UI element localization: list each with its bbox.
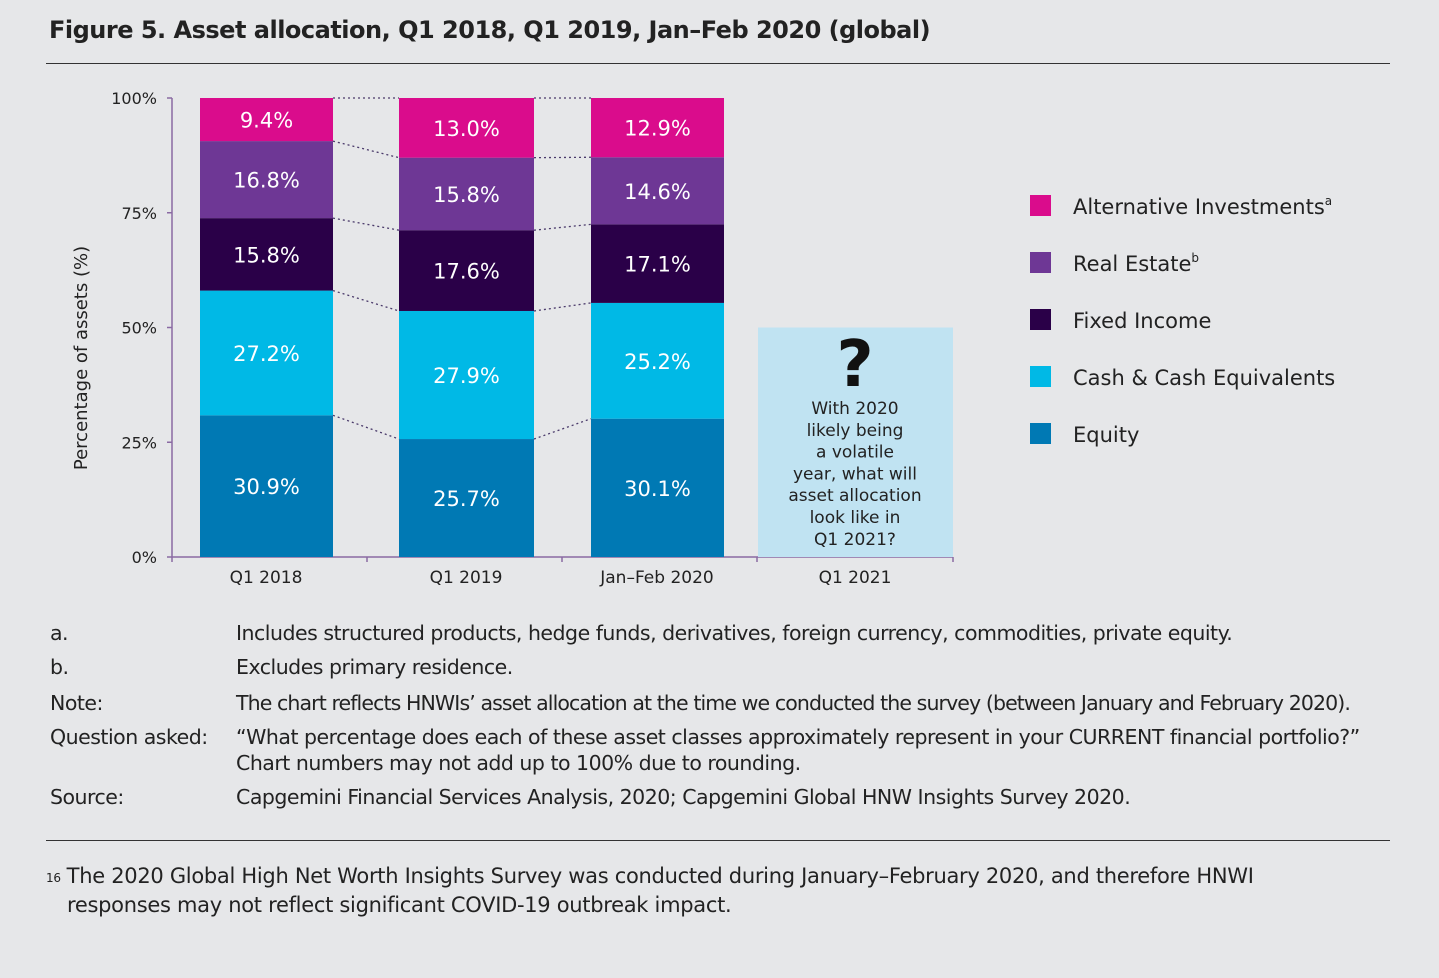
connector-line (332, 289, 400, 312)
footnote-line1: The 2020 Global High Net Worth Insights … (66, 864, 1254, 888)
legend-swatch (1030, 423, 1051, 444)
note-text: Includes structured products, hedge fund… (236, 621, 1233, 645)
bar-segment (591, 302, 724, 419)
note-b: b. Excludes primary residence. (50, 654, 1386, 680)
bar-segment (399, 98, 534, 158)
data-label: 27.2% (233, 342, 300, 366)
data-label: 27.9% (433, 364, 500, 388)
bar-segment (200, 415, 333, 557)
data-label: 15.8% (233, 243, 300, 267)
data-label: 14.6% (624, 180, 691, 204)
data-label: 16.8% (233, 169, 300, 193)
bar-segment (399, 310, 534, 440)
legend-swatch (1030, 252, 1051, 273)
connector-line (533, 223, 592, 231)
x-tick-label: Q1 2018 (230, 568, 303, 588)
y-tick-label: 75% (121, 204, 157, 223)
data-label: 15.8% (433, 183, 500, 207)
legend-swatch (1030, 366, 1051, 387)
y-axis-label: Percentage of assets (%) (71, 246, 92, 470)
placeholder-text: year, what will (793, 464, 917, 484)
stacked-bar-chart: 0% 25% 50% 75% 100% Percentage of assets (%) Q… (71, 89, 1335, 588)
bar-segment (591, 98, 724, 158)
y-tick-label: 50% (121, 319, 157, 338)
legend-swatch (1030, 309, 1051, 330)
y-tick-label: 0% (132, 548, 157, 567)
note-text: The chart reflects HNWIs’ asset allocati… (236, 691, 1351, 715)
placeholder-text: a volatile (816, 443, 894, 463)
question-mark-icon: ? (836, 328, 873, 402)
placeholder-text: likely being (807, 421, 904, 441)
legend-label: Alternative Investmentsa (1073, 194, 1332, 219)
placeholder-text: With 2020 (811, 399, 898, 419)
data-label: 17.6% (433, 260, 500, 284)
data-label: 13.0% (433, 117, 500, 141)
x-tick-label: Q1 2019 (430, 568, 503, 588)
note-key: Question asked: (50, 725, 208, 749)
connector-line (332, 414, 400, 440)
bar-segment (399, 439, 534, 557)
bar-segment (200, 98, 333, 142)
note-text: “What percentage does each of these asse… (236, 725, 1360, 775)
placeholder-text: Q1 2021? (814, 530, 896, 550)
connector-line (533, 418, 592, 440)
note-key: Note: (50, 691, 103, 715)
placeholder-text: asset allocation (788, 486, 921, 506)
note-note: Note: The chart reflects HNWIs’ asset all… (50, 690, 1386, 716)
data-label: 25.2% (624, 350, 691, 374)
note-a: a. Includes structured products, hedge fu… (50, 620, 1386, 646)
footnote-line2: responses may not reflect significant CO… (67, 893, 732, 917)
legend-label: Cash & Cash Equivalents (1073, 366, 1335, 390)
legend-swatch (1030, 195, 1051, 216)
x-tick-label: Q1 2021 (819, 568, 892, 588)
bar-segment (200, 218, 333, 291)
x-tick-label: Jan–Feb 2020 (599, 568, 713, 588)
data-label: 30.1% (624, 477, 691, 501)
data-label: 25.7% (433, 487, 500, 511)
chart-notes: a. Includes structured products, hedge fu… (50, 620, 1386, 818)
footnote: 16 The 2020 Global High Net Worth Insight… (46, 862, 1346, 920)
connector-line (332, 217, 400, 231)
bar-segment (399, 157, 534, 231)
y-tick-label: 100% (111, 89, 157, 108)
figure-title: Figure 5. Asset allocation, Q1 2018, Q1 … (49, 16, 931, 44)
legend-label: Equity (1073, 423, 1139, 447)
note-key: Source: (50, 785, 124, 809)
data-label: 30.9% (233, 475, 300, 499)
connector-line (332, 140, 400, 159)
legend-label: Real Estateb (1073, 251, 1199, 276)
note-question: Question asked: “What percentage does eac… (50, 724, 1386, 776)
note-text: Capgemini Financial Services Analysis, 2… (236, 785, 1131, 809)
placeholder-bar (758, 327, 953, 557)
bar-segment (591, 157, 724, 225)
title-divider (46, 63, 1390, 64)
bar-segment (591, 418, 724, 557)
footnote-divider (46, 840, 1390, 841)
note-key: a. (50, 621, 69, 645)
data-label: 17.1% (624, 253, 691, 277)
data-label: 12.9% (624, 117, 691, 141)
note-text: Excludes primary residence. (236, 655, 513, 679)
legend-label: Fixed Income (1073, 309, 1211, 333)
data-label: 9.4% (240, 109, 293, 133)
note-key: b. (50, 655, 69, 679)
bar-segment (200, 290, 333, 416)
bar-segment (200, 141, 333, 219)
placeholder-text: look like in (810, 508, 901, 528)
bar-segment (399, 230, 534, 311)
note-source: Source: Capgemini Financial Services Anal… (50, 784, 1386, 810)
footnote-marker: 16 (46, 871, 61, 885)
connector-line (533, 302, 592, 312)
bar-segment (591, 224, 724, 303)
y-tick-label: 25% (121, 433, 157, 452)
